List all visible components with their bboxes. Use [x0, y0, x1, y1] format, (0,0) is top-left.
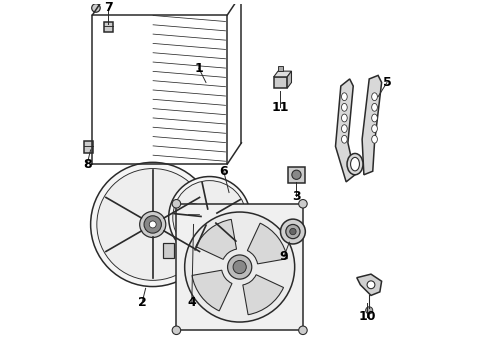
Circle shape: [204, 212, 215, 223]
Ellipse shape: [372, 135, 377, 143]
Text: 11: 11: [272, 101, 289, 114]
Circle shape: [201, 209, 218, 226]
Text: 8: 8: [83, 158, 92, 171]
Text: 3: 3: [292, 190, 301, 203]
Text: 2: 2: [138, 296, 147, 309]
Ellipse shape: [372, 103, 377, 111]
Ellipse shape: [372, 114, 377, 122]
Bar: [278, 66, 283, 71]
Text: 9: 9: [280, 250, 288, 263]
Circle shape: [299, 199, 307, 208]
Bar: [163, 243, 174, 258]
Circle shape: [173, 181, 246, 254]
Polygon shape: [336, 79, 355, 182]
Bar: [84, 141, 94, 153]
Circle shape: [149, 221, 156, 228]
Circle shape: [92, 4, 100, 12]
Ellipse shape: [342, 103, 347, 111]
Circle shape: [172, 326, 181, 334]
Circle shape: [97, 168, 209, 280]
Bar: [288, 167, 305, 183]
Polygon shape: [357, 274, 382, 296]
Circle shape: [366, 307, 373, 314]
Text: 4: 4: [187, 296, 196, 309]
Wedge shape: [196, 219, 237, 259]
Circle shape: [207, 215, 212, 220]
Circle shape: [140, 211, 166, 238]
Circle shape: [286, 224, 300, 239]
Circle shape: [144, 216, 161, 233]
Ellipse shape: [342, 125, 347, 132]
Circle shape: [233, 260, 246, 274]
Ellipse shape: [367, 281, 375, 289]
Polygon shape: [274, 71, 292, 77]
Ellipse shape: [183, 204, 204, 224]
Circle shape: [290, 228, 296, 235]
Bar: [104, 22, 113, 32]
Circle shape: [280, 219, 305, 244]
Text: 10: 10: [359, 310, 376, 323]
Circle shape: [299, 326, 307, 334]
Wedge shape: [243, 275, 284, 315]
Ellipse shape: [342, 93, 347, 100]
Circle shape: [292, 170, 301, 179]
Ellipse shape: [347, 153, 363, 175]
Circle shape: [227, 255, 252, 279]
Ellipse shape: [187, 207, 200, 221]
Text: 5: 5: [383, 76, 392, 89]
Circle shape: [169, 176, 250, 258]
Ellipse shape: [342, 135, 347, 143]
Wedge shape: [192, 270, 232, 311]
Text: 1: 1: [195, 62, 203, 75]
Ellipse shape: [372, 93, 377, 100]
Circle shape: [172, 199, 181, 208]
Ellipse shape: [372, 125, 377, 132]
Polygon shape: [362, 75, 382, 175]
Circle shape: [185, 212, 294, 322]
Text: 6: 6: [220, 165, 228, 178]
Ellipse shape: [350, 157, 360, 171]
Circle shape: [91, 162, 215, 287]
Bar: [274, 77, 287, 88]
Ellipse shape: [342, 114, 347, 122]
Bar: [176, 204, 303, 330]
Polygon shape: [287, 71, 292, 88]
Wedge shape: [247, 223, 287, 264]
Text: 7: 7: [104, 1, 113, 14]
